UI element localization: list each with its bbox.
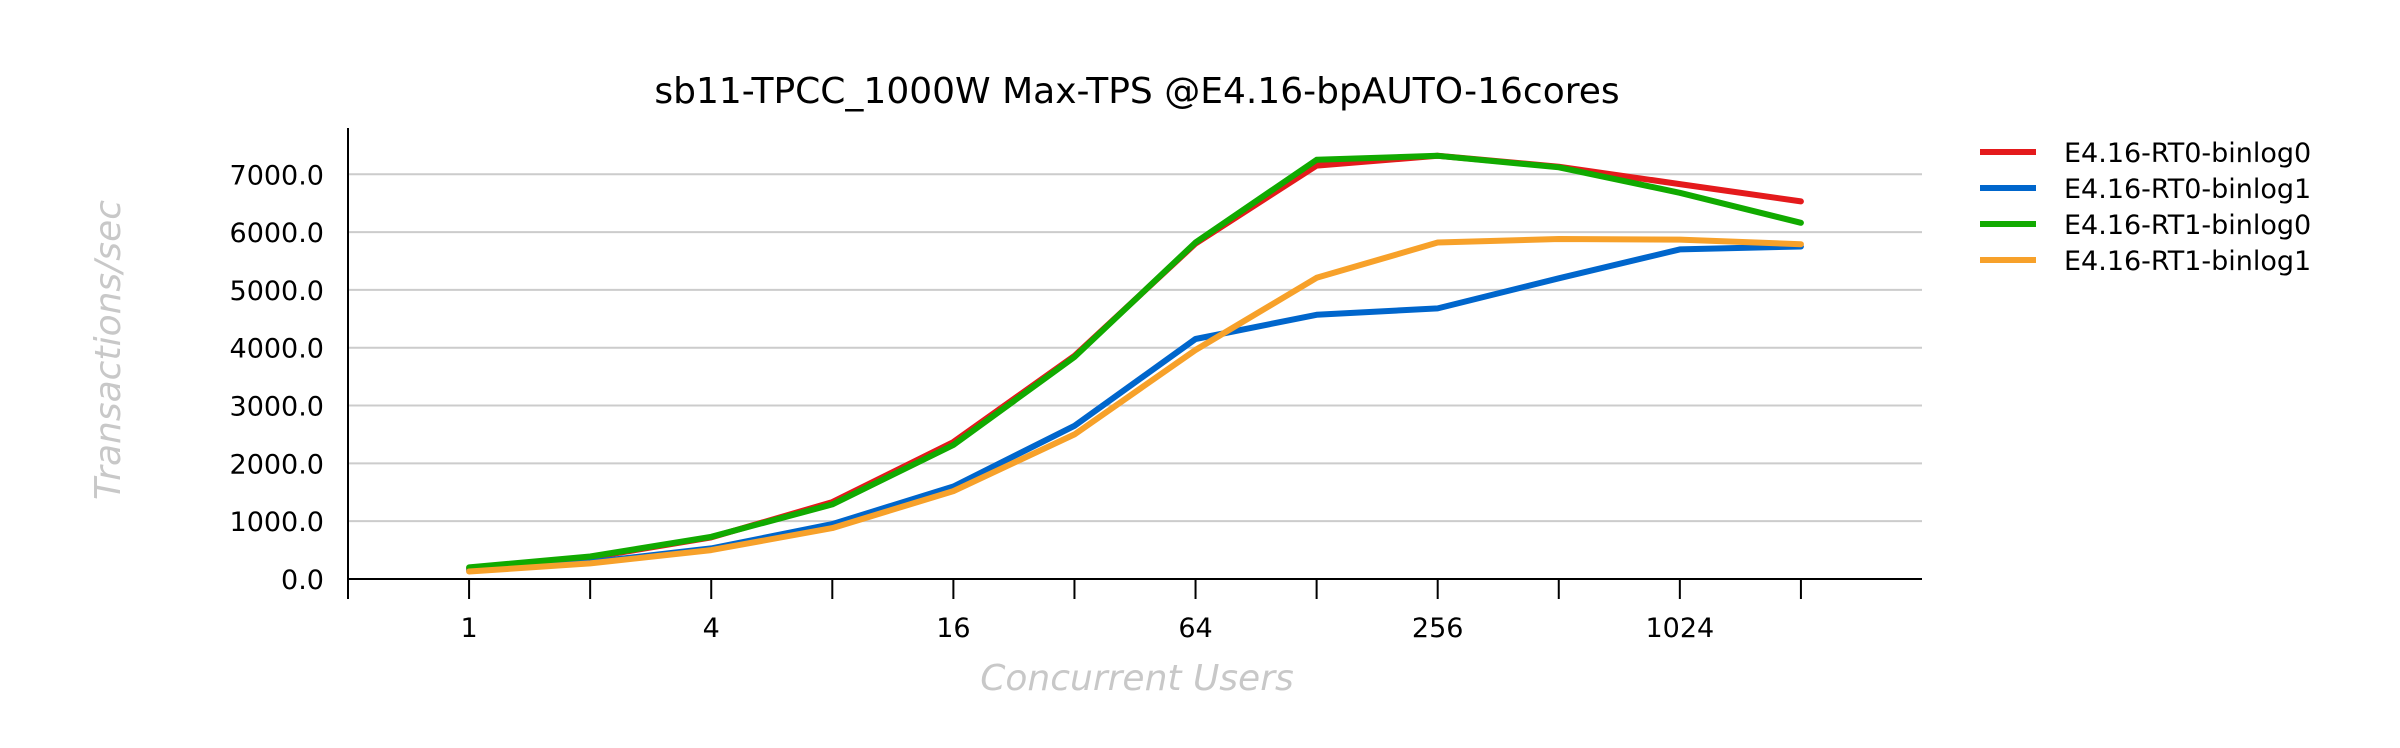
chart-title: sb11-TPCC_1000W Max-TPS @E4.16-bpAUTO-16… bbox=[654, 71, 1619, 112]
legend-label: E4.16-RT1-binlog0 bbox=[2064, 210, 2311, 241]
x-axis-ticks: 1 4 16 64 256 1024 bbox=[347, 579, 1802, 644]
y-tick-label: 7000.0 bbox=[230, 160, 324, 191]
x-tick-label: 256 bbox=[1412, 613, 1464, 644]
series-line bbox=[466, 152, 1804, 571]
y-tick-label: 0.0 bbox=[281, 565, 324, 596]
y-tick-label: 5000.0 bbox=[230, 276, 324, 307]
y-tick-label: 3000.0 bbox=[230, 392, 324, 423]
legend-label: E4.16-RT0-binlog1 bbox=[2064, 174, 2311, 205]
y-tick-label: 1000.0 bbox=[230, 507, 324, 538]
y-tick-label: 4000.0 bbox=[230, 334, 324, 365]
x-tick-label: 1 bbox=[460, 613, 477, 644]
gridlines bbox=[348, 173, 1922, 523]
y-axis-label: Transactions/sec bbox=[88, 200, 129, 500]
y-axis-ticks: 0.0 1000.0 2000.0 3000.0 4000.0 5000.0 6000.0 7… bbox=[230, 160, 324, 596]
y-tick-label: 6000.0 bbox=[230, 218, 324, 249]
x-tick-label: 16 bbox=[936, 613, 970, 644]
x-tick-label: 4 bbox=[703, 613, 720, 644]
x-tick-label: 1024 bbox=[1645, 613, 1714, 644]
legend-label: E4.16-RT0-binlog0 bbox=[2064, 138, 2311, 169]
legend: E4.16-RT0-binlog0 E4.16-RT0-binlog1 E4.16-… bbox=[1980, 138, 2311, 277]
series-line bbox=[466, 236, 1804, 575]
y-tick-label: 2000.0 bbox=[230, 449, 324, 480]
series-lines bbox=[466, 152, 1804, 575]
x-axis-label: Concurrent Users bbox=[980, 658, 1294, 699]
legend-label: E4.16-RT1-binlog1 bbox=[2064, 246, 2311, 277]
series-line bbox=[466, 152, 1804, 572]
x-tick-label: 64 bbox=[1178, 613, 1212, 644]
